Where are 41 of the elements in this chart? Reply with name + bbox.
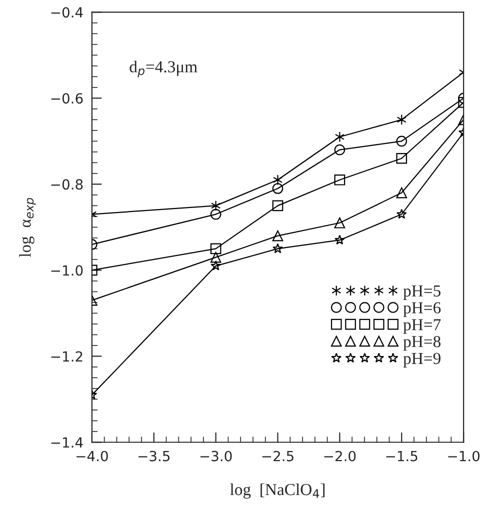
point (210, 252, 222, 263)
x-tick-label: −1.5 (386, 451, 418, 462)
annotation: d$_{p}$=4.3μm (130, 60, 198, 78)
legend-label: pH=7 (403, 319, 441, 334)
legend-label: pH=8 (403, 336, 441, 351)
point (210, 208, 222, 220)
point (396, 152, 408, 164)
y-tick-label: −1.4 (51, 437, 83, 448)
point (210, 260, 221, 270)
y-tick-label: −1.0 (51, 265, 83, 276)
point (210, 243, 222, 254)
point (272, 183, 284, 194)
point (211, 200, 221, 212)
point (334, 234, 345, 245)
point (396, 208, 407, 219)
legend-label: pH=5 (403, 285, 440, 300)
point (334, 144, 346, 156)
x-axis-title: log [NaClO$_{4}$] (230, 483, 324, 499)
point (272, 230, 284, 242)
point (396, 114, 406, 126)
legend-label: pH=9 (403, 352, 440, 368)
point (396, 187, 408, 198)
point (272, 243, 283, 254)
x-tick-label: −3.0 (200, 450, 232, 462)
x-tick-label: −2.0 (324, 450, 356, 462)
legend-label: pH=6 (403, 302, 441, 317)
point (396, 136, 408, 147)
y-tick-label: −1.2 (51, 351, 82, 362)
point (334, 174, 346, 186)
x-tick-label: −4.0 (76, 450, 108, 462)
point (334, 217, 346, 228)
x-tick-label: −2.5 (262, 450, 294, 462)
y-tick-label: −0.4 (51, 7, 83, 18)
point (272, 174, 283, 186)
y-tick-label: −0.6 (51, 93, 83, 104)
point (334, 131, 344, 142)
x-tick-label: −1.0 (448, 450, 480, 462)
point (272, 200, 284, 212)
y-tick-label: −0.8 (51, 179, 83, 190)
x-tick-label: −3.5 (138, 450, 170, 462)
y-axis-title: log α$_{exp}$ (19, 198, 36, 258)
